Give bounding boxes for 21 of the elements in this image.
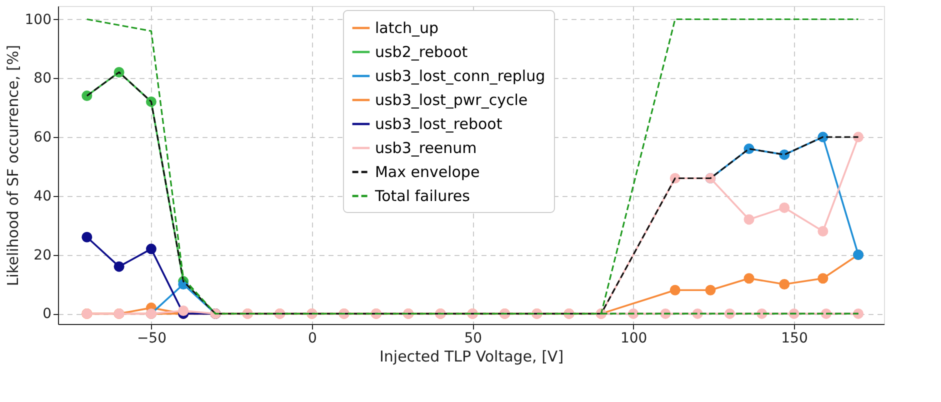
legend-label: usb3_lost_conn_replug bbox=[374, 67, 546, 85]
legend-label: usb2_reboot bbox=[374, 43, 468, 61]
legend-label: usb3_lost_pwr_cycle bbox=[374, 91, 528, 109]
x-tick-label: 50 bbox=[464, 330, 482, 346]
legend-label: usb3_lost_reboot bbox=[374, 115, 502, 133]
x-axis-title: Injected TLP Voltage, [V] bbox=[379, 348, 564, 366]
x-tick-label: 0 bbox=[308, 330, 317, 346]
x-tick-label: 100 bbox=[620, 330, 648, 346]
x-tick-label: 150 bbox=[781, 330, 808, 346]
y-tick-label: 40 bbox=[34, 188, 52, 204]
y-tick-label: 0 bbox=[42, 306, 52, 322]
y-axis-title: Likelihood of SF occurrence, [%] bbox=[4, 44, 22, 286]
y-tick-label: 100 bbox=[24, 12, 52, 28]
legend-label: Total failures bbox=[374, 187, 470, 205]
legend-label: Max envelope bbox=[374, 163, 480, 181]
y-tick-label: 80 bbox=[34, 70, 52, 87]
y-tick-label: 60 bbox=[34, 130, 52, 146]
legend-label: latch_up bbox=[374, 19, 438, 37]
x-tick-label: −50 bbox=[136, 330, 166, 346]
y-tick-label: 20 bbox=[34, 247, 52, 264]
legend-label: usb3_reenum bbox=[374, 139, 477, 157]
